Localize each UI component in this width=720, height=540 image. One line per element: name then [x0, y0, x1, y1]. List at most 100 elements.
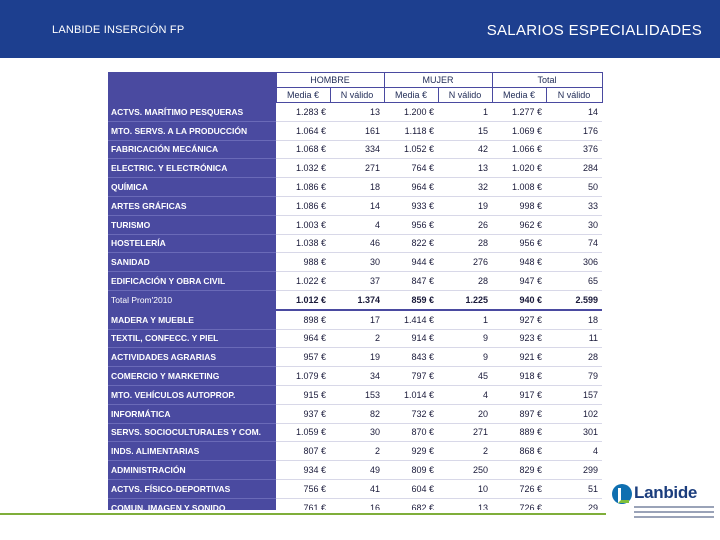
table-cell: 376 — [546, 140, 603, 160]
table-cell: 301 — [546, 423, 603, 443]
table-cell: 921 € — [492, 347, 547, 368]
table-cell: 82 — [330, 404, 385, 424]
table-body: ACTVS. MARÍTIMO PESQUERAS 1.283 €13 1.200 … — [108, 102, 603, 537]
table-cell: 1.012 € — [276, 290, 330, 311]
subheader-row: Media € N válido Media € N válido Media … — [108, 87, 603, 103]
lanbide-logo-icon — [612, 484, 632, 504]
subheader-cell: Media € — [383, 87, 439, 103]
table-row: INFORMÁTICA 937 €82 732 €20 897 €102 — [108, 404, 603, 424]
table-cell: 42 — [438, 140, 493, 160]
table-cell: 157 — [546, 385, 603, 405]
table-row: HOSTELERÍA 1.038 €46 822 €28 956 €74 — [108, 234, 603, 254]
row-label: QUÍMICA — [108, 177, 276, 197]
table-cell: 933 € — [384, 196, 439, 216]
table-row: TURISMO 1.003 €4 956 €26 962 €30 — [108, 215, 603, 235]
row-label: INFORMÁTICA — [108, 404, 276, 424]
header-band: LANBIDE INSERCIÓN FP SALARIOS ESPECIALID… — [0, 0, 720, 58]
row-label: ACTVS. FÍSICO-DEPORTIVAS — [108, 479, 276, 499]
table-cell: 306 — [546, 252, 603, 273]
table-cell: 28 — [438, 234, 493, 254]
salary-table: HOMBRE MUJER Total Media € N válido Medi… — [108, 72, 603, 537]
table-cell: 161 — [330, 121, 385, 141]
table-cell: 764 € — [384, 158, 439, 179]
table-row: SERVS. SOCIOCULTURALES Y COM. 1.059 €30 87… — [108, 423, 603, 443]
page-title: SALARIOS ESPECIALIDADES — [486, 22, 702, 39]
table-cell: 1.008 € — [492, 177, 547, 197]
table-cell: 13 — [330, 102, 385, 122]
table-cell: 30 — [546, 215, 603, 235]
table-cell: 250 — [438, 460, 493, 480]
row-label: EDIFICACIÓN Y OBRA CIVIL — [108, 271, 276, 291]
subheader-cell: N válido — [545, 87, 603, 103]
table-cell: 797 € — [384, 366, 439, 386]
table-cell: 26 — [438, 215, 493, 235]
table-cell: 809 € — [384, 460, 439, 480]
table-cell: 1.086 € — [276, 196, 330, 216]
logo-wordmark: Lanbide — [634, 483, 698, 502]
row-label: ADMINISTRACIÓN — [108, 460, 276, 480]
table-row: MTO. SERVS. A LA PRODUCCIÓN 1.064 €161 1.1… — [108, 121, 603, 141]
table-cell: 934 € — [276, 460, 330, 480]
table-cell: 19 — [438, 196, 493, 216]
table-cell: 271 — [330, 158, 385, 179]
table-cell: 51 — [546, 479, 603, 499]
table-cell: 604 € — [384, 479, 439, 499]
table-cell: 28 — [438, 271, 493, 291]
table-cell: 20 — [438, 404, 493, 424]
table-row: ELECTRIC. Y ELECTRÓNICA 1.032 €271 764 €13… — [108, 158, 603, 179]
table-cell: 947 € — [492, 271, 547, 291]
table-cell: 41 — [330, 479, 385, 499]
table-cell: 19 — [330, 347, 385, 368]
table-row: MTO. VEHÍCULOS AUTOPROP. 915 €153 1.014 €4… — [108, 385, 603, 405]
subheader-cell: N válido — [329, 87, 385, 103]
table-cell: 964 € — [384, 177, 439, 197]
table-cell: 2 — [330, 441, 385, 462]
row-label: MADERA Y MUEBLE — [108, 309, 276, 330]
table-cell: 1.079 € — [276, 366, 330, 386]
table-cell: 284 — [546, 158, 603, 179]
table-cell: 923 € — [492, 329, 547, 349]
table-cell: 28 — [546, 347, 603, 368]
table-cell: 30 — [330, 423, 385, 443]
table-row: INDS. ALIMENTARIAS 807 €2 929 €2 868 €4 — [108, 441, 603, 462]
table-cell: 807 € — [276, 441, 330, 462]
table-cell: 18 — [330, 177, 385, 197]
salary-table-container: HOMBRE MUJER Total Media € N válido Medi… — [108, 72, 603, 537]
table-cell: 271 — [438, 423, 493, 443]
table-row: ACTVS. FÍSICO-DEPORTIVAS 756 €41 604 €10 72… — [108, 479, 603, 499]
table-cell: 1.014 € — [384, 385, 439, 405]
row-label: HOSTELERÍA — [108, 234, 276, 254]
table-cell: 1.086 € — [276, 177, 330, 197]
group-header-hombre: HOMBRE — [275, 72, 385, 88]
table-cell: 102 — [546, 404, 603, 424]
table-cell: 79 — [546, 366, 603, 386]
table-cell: 914 € — [384, 329, 439, 349]
subheader-cell: Media € — [491, 87, 547, 103]
table-cell: 870 € — [384, 423, 439, 443]
table-cell: 299 — [546, 460, 603, 480]
table-row: Total Prom'2010 1.012 €1.374 859 €1.225 940… — [108, 290, 603, 311]
table-cell: 1.003 € — [276, 215, 330, 235]
table-cell: 1.020 € — [492, 158, 547, 179]
row-label: ACTIVIDADES AGRARIAS — [108, 347, 276, 368]
row-label: SERVS. SOCIOCULTURALES Y COM. — [108, 423, 276, 443]
row-label: ELECTRIC. Y ELECTRÓNICA — [108, 158, 276, 179]
table-cell: 940 € — [492, 290, 547, 311]
table-cell: 2.599 — [546, 290, 603, 311]
grass-line — [0, 513, 606, 515]
row-label: ARTES GRÁFICAS — [108, 196, 276, 216]
table-cell: 1 — [438, 102, 493, 122]
row-label: SANIDAD — [108, 252, 276, 273]
table-cell: 9 — [438, 347, 493, 368]
table-cell: 948 € — [492, 252, 547, 273]
table-cell: 756 € — [276, 479, 330, 499]
row-label: INDS. ALIMENTARIAS — [108, 441, 276, 462]
group-header-row: HOMBRE MUJER Total — [108, 72, 603, 88]
table-cell: 918 € — [492, 366, 547, 386]
row-label: COMERCIO Y MARKETING — [108, 366, 276, 386]
table-cell: 50 — [546, 177, 603, 197]
row-label: TURISMO — [108, 215, 276, 235]
table-row: MADERA Y MUEBLE 898 €17 1.414 €1 927 €18 — [108, 309, 603, 330]
table-cell: 944 € — [384, 252, 439, 273]
grass-decoration — [0, 510, 606, 540]
